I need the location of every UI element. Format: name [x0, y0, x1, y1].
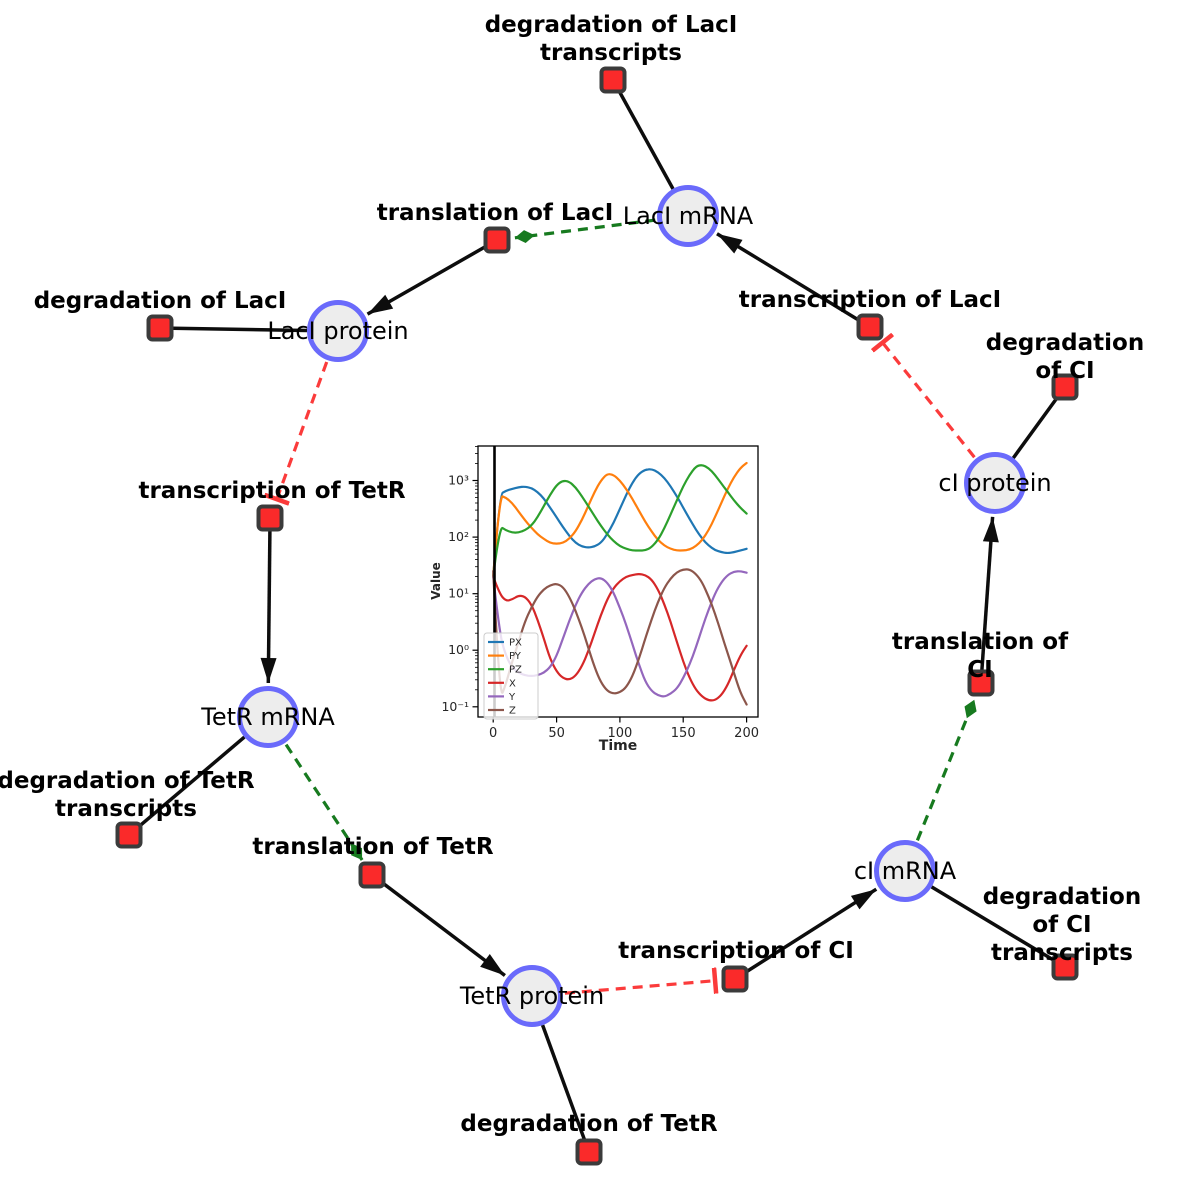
legend-label-PZ: PZ — [509, 665, 522, 676]
x-tick-label: 200 — [734, 726, 759, 741]
edge-ci-mrna-to-transl-ci — [915, 699, 977, 841]
edge-tetr-protein-to-deg-tetr — [540, 1024, 587, 1141]
series-line-PY — [492, 461, 748, 578]
legend-label-Z: Z — [509, 706, 516, 717]
reaction-node-transcr-tetr[interactable] — [256, 504, 284, 532]
edge-transl-laci-to-laci-protein — [366, 244, 487, 316]
y-tick-label: 10³ — [448, 473, 469, 488]
reaction-node-deg-ci[interactable] — [1051, 373, 1079, 401]
edge-laci-protein-to-deg-laci — [172, 326, 308, 333]
reaction-node-deg-ci-transcripts[interactable] — [1051, 953, 1079, 981]
series-line-PX — [492, 468, 748, 578]
chart-y-axis-label: Value — [429, 562, 443, 600]
species-node-laci-protein[interactable] — [307, 300, 369, 362]
edge-transcr-tetr-to-tetr-mrna — [260, 530, 277, 684]
legend-label-PX: PX — [509, 638, 522, 649]
y-tick-label: 10¹ — [448, 586, 469, 601]
legend-label-X: X — [509, 678, 516, 689]
edge-transcr-ci-to-ci-mrna — [745, 887, 878, 974]
edge-transl-ci-to-ci-protein — [980, 516, 999, 671]
edge-laci-mrna-to-deg-laci-transcripts — [617, 90, 675, 190]
legend-label-Y: Y — [508, 692, 516, 703]
y-tick-label: 10² — [448, 529, 469, 544]
reaction-node-deg-tetr-transcripts[interactable] — [115, 821, 143, 849]
species-node-ci-protein[interactable] — [964, 452, 1026, 514]
edge-transcr-laci-to-laci-mrna — [716, 232, 860, 322]
edge-ci-protein-to-transcr-laci — [883, 343, 976, 459]
species-node-laci-mrna[interactable] — [657, 185, 719, 247]
x-tick-label: 0 — [489, 726, 497, 741]
series-line-PZ — [492, 464, 748, 578]
timeseries-plot: 10³ 10² 10¹ 10⁰ 10⁻¹ 0 50 100 150 200 PX PY PZ XYZ — [441, 445, 759, 741]
reaction-node-transcr-laci[interactable] — [856, 313, 884, 341]
edge-transl-tetr-to-tetr-protein — [381, 881, 506, 977]
edge-laci-mrna-to-transl-laci — [514, 218, 656, 243]
reaction-node-deg-laci[interactable] — [146, 314, 174, 342]
y-tick-label: 10⁻¹ — [441, 699, 469, 714]
series-line-X — [492, 573, 748, 702]
edge-laci-protein-to-transcr-tetr — [277, 361, 329, 499]
reaction-node-transl-tetr[interactable] — [358, 861, 386, 889]
edge-tetr-mrna-to-deg-tetr-transcripts — [137, 735, 246, 828]
reaction-node-transl-ci[interactable] — [967, 669, 995, 697]
edge-tetr-protein-to-transcr-ci — [564, 981, 715, 995]
species-node-tetr-mrna[interactable] — [237, 686, 299, 748]
species-node-ci-mrna[interactable] — [874, 840, 936, 902]
series-line-Z — [492, 568, 748, 706]
reaction-node-transl-laci[interactable] — [483, 226, 511, 254]
reaction-node-transcr-ci[interactable] — [721, 965, 749, 993]
x-tick-label: 50 — [548, 726, 565, 741]
reaction-node-deg-tetr[interactable] — [575, 1138, 603, 1166]
species-node-tetr-protein[interactable] — [501, 965, 563, 1027]
edge-ci-mrna-to-deg-ci-transcripts — [930, 885, 1055, 962]
y-tick-label: 10⁰ — [448, 642, 469, 657]
reaction-node-deg-laci-transcripts[interactable] — [599, 66, 627, 94]
timeseries-inset-chart: 10³ 10² 10¹ 10⁰ 10⁻¹ 0 50 100 150 200 PX PY PZ X Y Z Ti… — [429, 433, 775, 763]
x-tick-label: 100 — [607, 726, 632, 741]
x-tick-label: 150 — [671, 726, 696, 741]
legend-label-PY: PY — [509, 651, 522, 662]
edge-tetr-mrna-to-transl-tetr — [284, 743, 364, 861]
chart-x-axis-label: Time — [598, 738, 638, 754]
edge-ci-protein-to-deg-ci — [1011, 396, 1059, 460]
